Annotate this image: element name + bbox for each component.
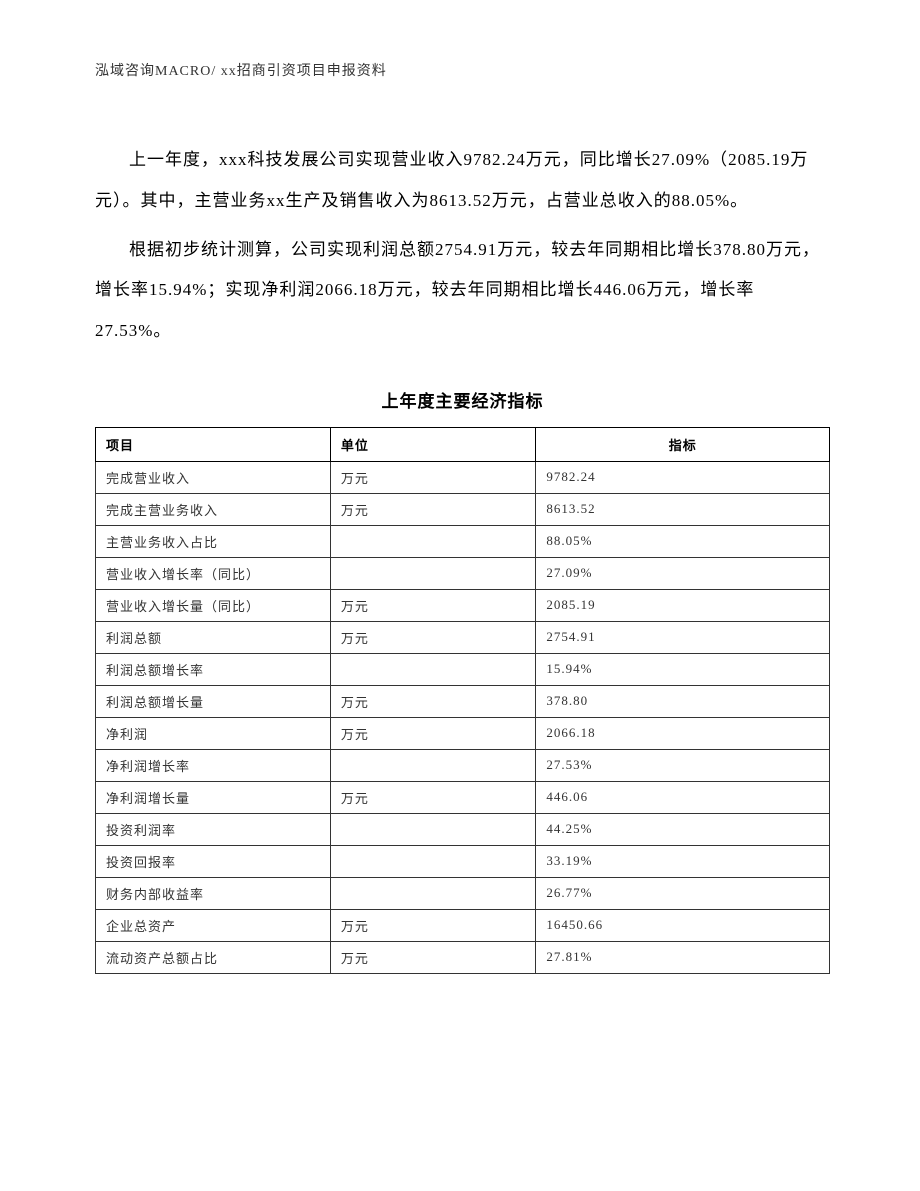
cell-unit: 万元 — [330, 685, 536, 717]
cell-value: 2085.19 — [536, 589, 830, 621]
table-row: 营业收入增长率（同比） 27.09% — [96, 557, 830, 589]
cell-item: 净利润增长量 — [96, 781, 331, 813]
cell-value: 88.05% — [536, 525, 830, 557]
table-row: 利润总额增长率 15.94% — [96, 653, 830, 685]
cell-value: 9782.24 — [536, 461, 830, 493]
cell-item: 利润总额增长量 — [96, 685, 331, 717]
cell-unit: 万元 — [330, 781, 536, 813]
cell-item: 利润总额 — [96, 621, 331, 653]
cell-unit: 万元 — [330, 941, 536, 973]
column-header-indicator: 指标 — [536, 427, 830, 461]
page-header: 泓域咨询MACRO/ xx招商引资项目申报资料 — [95, 60, 830, 80]
cell-item: 投资回报率 — [96, 845, 331, 877]
table-row: 主营业务收入占比 88.05% — [96, 525, 830, 557]
table-row: 净利润 万元 2066.18 — [96, 717, 830, 749]
table-row: 净利润增长量 万元 446.06 — [96, 781, 830, 813]
cell-value: 44.25% — [536, 813, 830, 845]
cell-unit — [330, 525, 536, 557]
cell-value: 27.53% — [536, 749, 830, 781]
cell-value: 2066.18 — [536, 717, 830, 749]
cell-unit — [330, 845, 536, 877]
table-row: 投资回报率 33.19% — [96, 845, 830, 877]
cell-value: 26.77% — [536, 877, 830, 909]
table-row: 利润总额 万元 2754.91 — [96, 621, 830, 653]
cell-unit: 万元 — [330, 589, 536, 621]
table-row: 投资利润率 44.25% — [96, 813, 830, 845]
cell-unit — [330, 813, 536, 845]
cell-unit — [330, 557, 536, 589]
cell-unit: 万元 — [330, 493, 536, 525]
cell-item: 投资利润率 — [96, 813, 331, 845]
cell-item: 营业收入增长率（同比） — [96, 557, 331, 589]
cell-item: 营业收入增长量（同比） — [96, 589, 331, 621]
cell-value: 33.19% — [536, 845, 830, 877]
cell-value: 2754.91 — [536, 621, 830, 653]
column-header-item: 项目 — [96, 427, 331, 461]
table-row: 企业总资产 万元 16450.66 — [96, 909, 830, 941]
economic-indicators-table: 项目 单位 指标 完成营业收入 万元 9782.24 完成主营业务收入 万元 8… — [95, 427, 830, 974]
column-header-unit: 单位 — [330, 427, 536, 461]
table-row: 财务内部收益率 26.77% — [96, 877, 830, 909]
cell-value: 378.80 — [536, 685, 830, 717]
cell-value: 8613.52 — [536, 493, 830, 525]
cell-item: 流动资产总额占比 — [96, 941, 331, 973]
table-header-row: 项目 单位 指标 — [96, 427, 830, 461]
table-row: 完成营业收入 万元 9782.24 — [96, 461, 830, 493]
cell-value: 16450.66 — [536, 909, 830, 941]
table-title: 上年度主要经济指标 — [95, 387, 830, 412]
cell-item: 主营业务收入占比 — [96, 525, 331, 557]
table-row: 完成主营业务收入 万元 8613.52 — [96, 493, 830, 525]
cell-item: 财务内部收益率 — [96, 877, 331, 909]
table-row: 利润总额增长量 万元 378.80 — [96, 685, 830, 717]
cell-unit: 万元 — [330, 717, 536, 749]
document-page: 泓域咨询MACRO/ xx招商引资项目申报资料 上一年度，xxx科技发展公司实现… — [0, 0, 920, 1034]
cell-unit: 万元 — [330, 461, 536, 493]
table-row: 净利润增长率 27.53% — [96, 749, 830, 781]
cell-value: 27.09% — [536, 557, 830, 589]
paragraph-2: 根据初步统计测算，公司实现利润总额2754.91万元，较去年同期相比增长378.… — [95, 230, 830, 352]
table-body: 完成营业收入 万元 9782.24 完成主营业务收入 万元 8613.52 主营… — [96, 461, 830, 973]
cell-item: 企业总资产 — [96, 909, 331, 941]
table-row: 营业收入增长量（同比） 万元 2085.19 — [96, 589, 830, 621]
cell-item: 利润总额增长率 — [96, 653, 331, 685]
paragraph-1: 上一年度，xxx科技发展公司实现营业收入9782.24万元，同比增长27.09%… — [95, 140, 830, 222]
cell-item: 完成主营业务收入 — [96, 493, 331, 525]
cell-unit — [330, 749, 536, 781]
table-row: 流动资产总额占比 万元 27.81% — [96, 941, 830, 973]
cell-item: 完成营业收入 — [96, 461, 331, 493]
cell-unit: 万元 — [330, 621, 536, 653]
cell-value: 15.94% — [536, 653, 830, 685]
cell-value: 446.06 — [536, 781, 830, 813]
cell-value: 27.81% — [536, 941, 830, 973]
cell-item: 净利润增长率 — [96, 749, 331, 781]
cell-unit — [330, 653, 536, 685]
cell-unit — [330, 877, 536, 909]
cell-item: 净利润 — [96, 717, 331, 749]
cell-unit: 万元 — [330, 909, 536, 941]
